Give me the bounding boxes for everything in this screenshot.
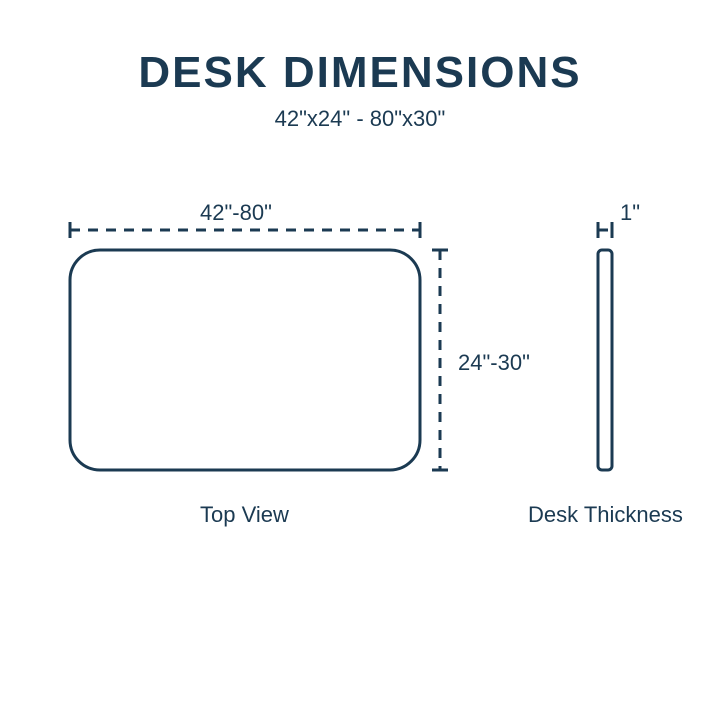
- diagram-svg: [0, 0, 720, 720]
- dimension-diagram: DESK DIMENSIONS 42"x24" - 80"x30" 42"-80…: [0, 0, 720, 720]
